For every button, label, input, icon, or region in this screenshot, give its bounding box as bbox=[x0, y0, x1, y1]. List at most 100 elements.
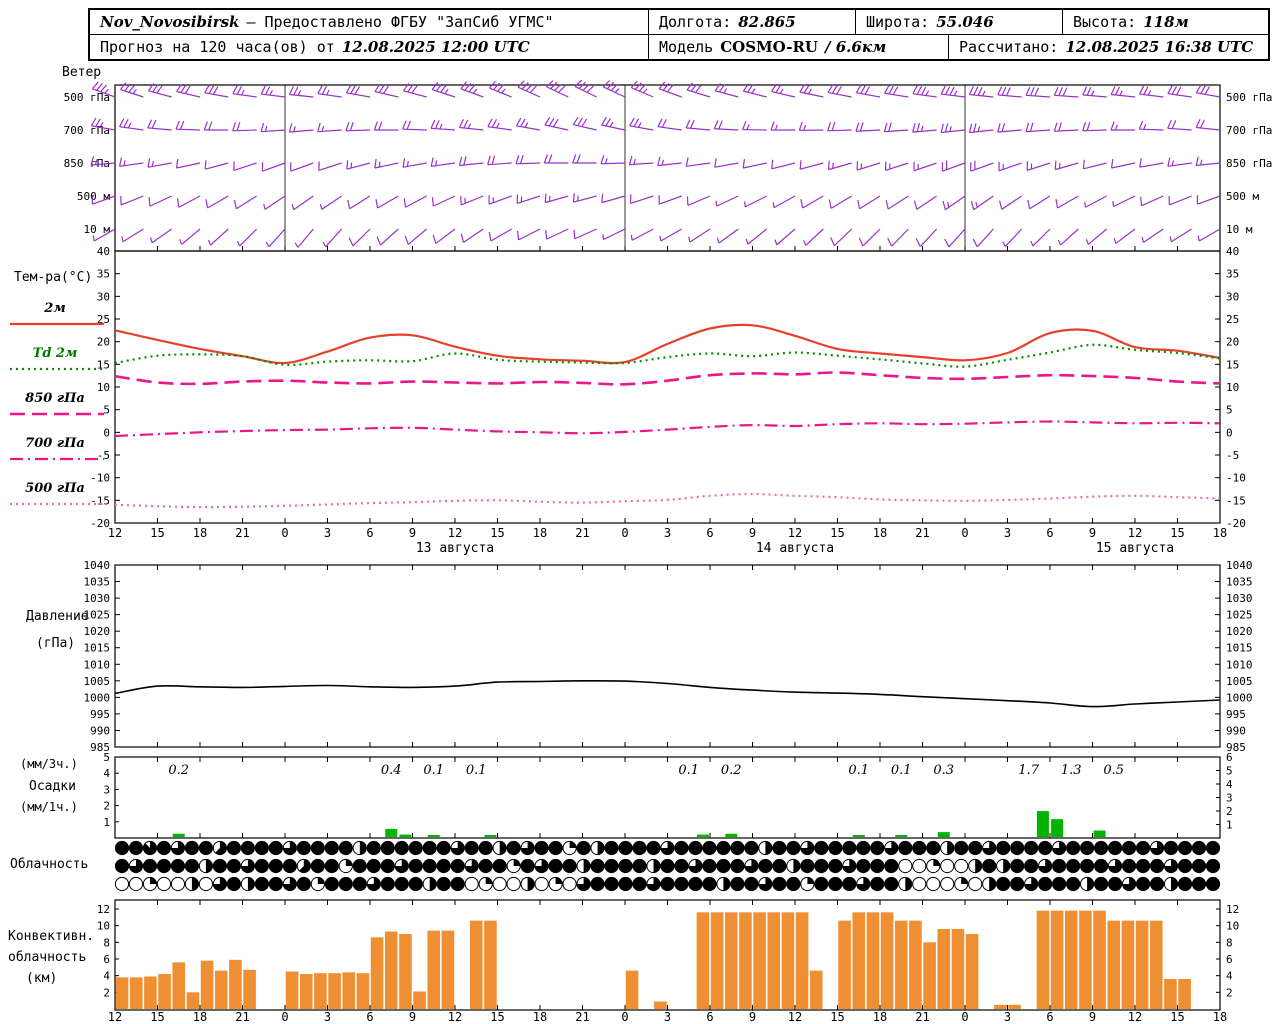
cloud-symbol bbox=[310, 858, 325, 874]
wind-barb bbox=[1082, 86, 1107, 98]
temp-tick-right: 15 bbox=[1226, 358, 1239, 371]
pressure-tick-right: 995 bbox=[1226, 708, 1246, 721]
wind-barb bbox=[1053, 122, 1079, 132]
wind-barb bbox=[179, 228, 201, 245]
temp-tick-left: 35 bbox=[97, 268, 110, 281]
convective-bar bbox=[1164, 979, 1177, 1009]
convective-bar bbox=[1008, 1004, 1021, 1009]
precip-tick-right: 1 bbox=[1226, 819, 1233, 832]
convective-bar bbox=[753, 912, 766, 1009]
convective-bar bbox=[328, 973, 341, 1009]
pressure-tick-left: 1035 bbox=[84, 576, 111, 589]
precip-amount-label: 0.5 bbox=[1103, 763, 1124, 778]
convective-bar bbox=[186, 992, 200, 1009]
convective-bar bbox=[399, 934, 412, 1009]
wind-barb bbox=[685, 157, 711, 167]
temp-tick-left: -5 bbox=[97, 449, 110, 462]
pressure-tick-left: 1025 bbox=[84, 609, 111, 622]
cloud-title: Облачность bbox=[10, 857, 89, 872]
hour-label: 3 bbox=[324, 526, 331, 540]
convective-bar bbox=[838, 920, 851, 1009]
cloud-symbol bbox=[716, 840, 731, 856]
cloud-symbol-fill bbox=[989, 877, 996, 891]
wind-barb bbox=[857, 195, 881, 210]
conv-title-1: Конвективн. bbox=[8, 929, 95, 944]
conv-tick-right: 10 bbox=[1226, 920, 1239, 933]
cloud-symbol bbox=[1149, 858, 1165, 874]
wind-barb bbox=[205, 195, 229, 209]
convective-bar bbox=[243, 969, 256, 1009]
convective-bar bbox=[781, 912, 795, 1009]
cloud-symbol bbox=[856, 840, 871, 856]
wind-barb bbox=[968, 86, 994, 98]
cloud-symbol bbox=[828, 840, 843, 856]
run-time: 12.08.2025 12:00 UTC bbox=[341, 38, 530, 56]
cloud-symbol bbox=[156, 858, 172, 874]
date-label: 14 августа bbox=[756, 541, 834, 556]
cloud-symbol bbox=[506, 876, 521, 892]
wind-level-label-left: 850 гПа bbox=[64, 157, 110, 170]
hour-label: 12 bbox=[788, 526, 802, 540]
wind-barb bbox=[515, 117, 541, 131]
cloud-symbol bbox=[856, 858, 871, 874]
conv-tick-right: 6 bbox=[1226, 953, 1233, 966]
cloud-symbol bbox=[1052, 876, 1067, 892]
calculated-label: Рассчитано: bbox=[959, 38, 1059, 56]
wind-barb bbox=[942, 195, 966, 211]
cloud-symbol bbox=[674, 858, 689, 874]
pressure-tick-left: 1005 bbox=[84, 675, 111, 688]
wind-barb bbox=[573, 228, 597, 240]
pressure-tick-left: 1020 bbox=[84, 625, 111, 638]
cloud-symbol bbox=[702, 840, 717, 856]
cloud-symbol bbox=[296, 840, 311, 856]
cloud-symbol bbox=[800, 858, 815, 874]
cloud-symbol bbox=[296, 876, 311, 892]
pressure-tick-right: 1000 bbox=[1226, 691, 1253, 704]
cloud-symbol-fill bbox=[583, 859, 591, 873]
cloud-symbol bbox=[422, 858, 437, 874]
wind-barb bbox=[517, 80, 541, 98]
cloud-symbol-fill bbox=[1024, 877, 1038, 891]
wind-barb bbox=[348, 228, 371, 247]
cloud-symbol bbox=[408, 858, 423, 874]
temperature-panel: -20 -20 -15 -15 -10 -10 -5 -5 0 0 5 5 10 10 15 15 20 20 25… bbox=[10, 245, 1246, 530]
cloud-symbol bbox=[1191, 876, 1207, 892]
hour-label-bottom: 18 bbox=[1213, 1010, 1227, 1024]
cloud-symbol-fill bbox=[723, 877, 730, 891]
wind-barb bbox=[771, 83, 796, 98]
hour-label-bottom: 6 bbox=[366, 1010, 373, 1024]
cloud-symbol bbox=[1066, 840, 1081, 856]
precip-tick-right: 3 bbox=[1226, 792, 1233, 805]
temp-series-t500 bbox=[114, 492, 1221, 509]
conv-tick-left: 6 bbox=[103, 953, 110, 966]
precip-tick-left: 3 bbox=[103, 783, 110, 796]
temp-tick-right: 30 bbox=[1226, 290, 1239, 303]
convective-bar bbox=[951, 929, 965, 1009]
wind-barb bbox=[543, 154, 569, 164]
pressure-tick-right: 1025 bbox=[1226, 609, 1253, 622]
wind-barb bbox=[403, 195, 427, 208]
pressure-tick-left: 985 bbox=[90, 741, 110, 754]
wind-barb bbox=[887, 228, 909, 247]
wind-barb bbox=[1002, 228, 1023, 247]
wind-barb bbox=[487, 118, 512, 131]
precip-bar bbox=[172, 833, 185, 837]
cloud-symbol bbox=[912, 876, 927, 892]
cloud-symbol-fill bbox=[205, 859, 213, 873]
wind-barb bbox=[322, 228, 343, 248]
cloud-symbol bbox=[282, 858, 297, 874]
wind-barb bbox=[629, 194, 654, 204]
forecast-label: Прогноз на 120 часа(ов) от bbox=[100, 38, 335, 56]
cloud-symbol-fill bbox=[213, 877, 227, 891]
cloud-symbol bbox=[702, 876, 717, 892]
temp-series-t2m bbox=[114, 323, 1221, 365]
wind-barb bbox=[261, 162, 286, 172]
temp-tick-right: -10 bbox=[1226, 472, 1246, 485]
cloud-symbol bbox=[534, 876, 549, 892]
pressure-tick-left: 990 bbox=[90, 724, 110, 737]
cloud-symbol-fill bbox=[688, 859, 703, 873]
model-name: COSMO-RU bbox=[720, 38, 819, 56]
cloud-symbol-fill bbox=[961, 877, 968, 884]
precip-bar bbox=[427, 835, 440, 837]
wind-barb bbox=[147, 83, 172, 98]
